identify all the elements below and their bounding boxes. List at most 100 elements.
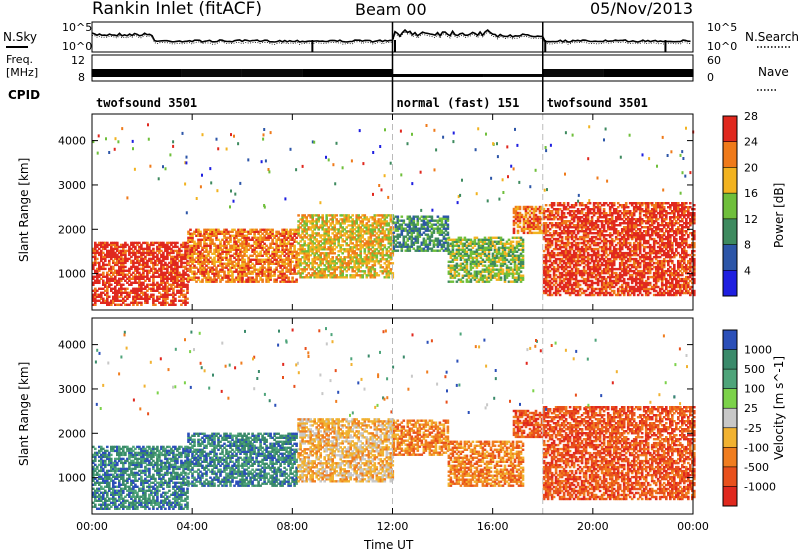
echo-cell [164, 245, 167, 249]
echo-cell [359, 222, 362, 225]
echo-cell [402, 219, 406, 222]
echo-cell [164, 249, 167, 253]
echo-cell [162, 251, 165, 255]
echo-cell [337, 220, 340, 223]
echo-cell [345, 230, 348, 233]
echo-cell [108, 269, 111, 272]
echo-cell [245, 236, 248, 239]
echo-cell [343, 222, 346, 225]
echo-cell [96, 243, 99, 247]
echo-cell [473, 252, 477, 255]
echo-cell [257, 268, 260, 271]
echo-cell [396, 215, 400, 218]
echo-cell [207, 272, 210, 275]
echo-cell [106, 243, 109, 247]
echo-cell [146, 245, 149, 249]
echo-cell [453, 274, 457, 277]
echo-cell [102, 291, 105, 294]
echo-cell [126, 303, 129, 306]
echo-cell [110, 271, 113, 274]
echo-cell [253, 240, 256, 243]
echo-cell [255, 236, 258, 239]
echo-cell [245, 266, 248, 269]
echo-cell [359, 258, 362, 261]
echo-cell [251, 272, 254, 275]
echo-cell [134, 261, 137, 265]
echo-cell [182, 255, 185, 259]
echo-cell [343, 260, 346, 263]
echo-cell [223, 274, 226, 277]
echo-cell [213, 268, 216, 271]
echo-cell [170, 255, 173, 259]
echo-cell [410, 235, 414, 238]
echo-cell [189, 276, 192, 279]
nsearch-trace [91, 30, 691, 45]
echo-cell [428, 215, 432, 218]
echo-cell [94, 251, 97, 255]
echo-cell [189, 252, 192, 255]
echo-cell [285, 242, 288, 245]
echo-cell [313, 270, 316, 273]
echo-cell [150, 257, 153, 261]
echo-cell [219, 268, 222, 271]
echo-cell [243, 252, 246, 255]
echo-cell [363, 244, 367, 247]
echo-cell [144, 247, 147, 251]
echo-cell [265, 254, 268, 257]
echo-cell [239, 278, 242, 281]
echo-cell [365, 262, 369, 265]
echo-cell [156, 253, 159, 257]
echo-cell [343, 268, 346, 271]
echo-cell [331, 216, 334, 219]
echo-cell [440, 233, 444, 236]
echo-cell [241, 228, 244, 231]
echo-cell [349, 234, 352, 237]
echo-cell [385, 236, 389, 239]
echo-cell [281, 230, 284, 233]
echo-cell [120, 295, 123, 298]
echo-cell [369, 238, 373, 241]
echo-cell [140, 259, 143, 263]
echo-cell [108, 285, 111, 288]
echo-cell [180, 245, 183, 249]
echo-cell [199, 266, 202, 269]
echo-cell [279, 234, 282, 237]
echo-cell [424, 221, 428, 224]
echo-cell [333, 244, 336, 247]
echo-cell [430, 227, 434, 230]
echo-cell [160, 281, 163, 284]
echo-cell [257, 272, 260, 275]
echo-cell [449, 264, 453, 267]
echo-cell [329, 214, 332, 217]
echo-cell [112, 295, 115, 298]
echo-cell [269, 246, 272, 249]
echo-cell [349, 220, 352, 223]
echo-cell [457, 268, 461, 271]
echo-cell [184, 271, 187, 274]
echo-cell [383, 220, 387, 223]
echo-cell [351, 236, 354, 239]
echo-cell [371, 256, 375, 259]
echo-cell [436, 245, 440, 248]
echo-cell [315, 248, 318, 251]
echo-cell [92, 275, 95, 278]
echo-cell [193, 246, 196, 249]
echo-cell [207, 262, 210, 265]
echo-cell [229, 238, 232, 241]
echo-cell [313, 242, 316, 245]
echo-cell [195, 256, 198, 259]
echo-cell [251, 280, 254, 283]
echo-cell [156, 299, 159, 302]
echo-cell [420, 227, 424, 230]
echo-cell [355, 244, 358, 247]
echo-cell [219, 270, 222, 273]
echo-cell [295, 230, 298, 233]
echo-cell [301, 228, 304, 231]
echo-cell [341, 270, 344, 273]
echo-cell [394, 243, 398, 246]
echo-cell [251, 262, 254, 265]
echo-cell [209, 238, 212, 241]
echo-cell [281, 238, 284, 241]
echo-cell [257, 270, 260, 273]
echo-cell [211, 234, 214, 237]
